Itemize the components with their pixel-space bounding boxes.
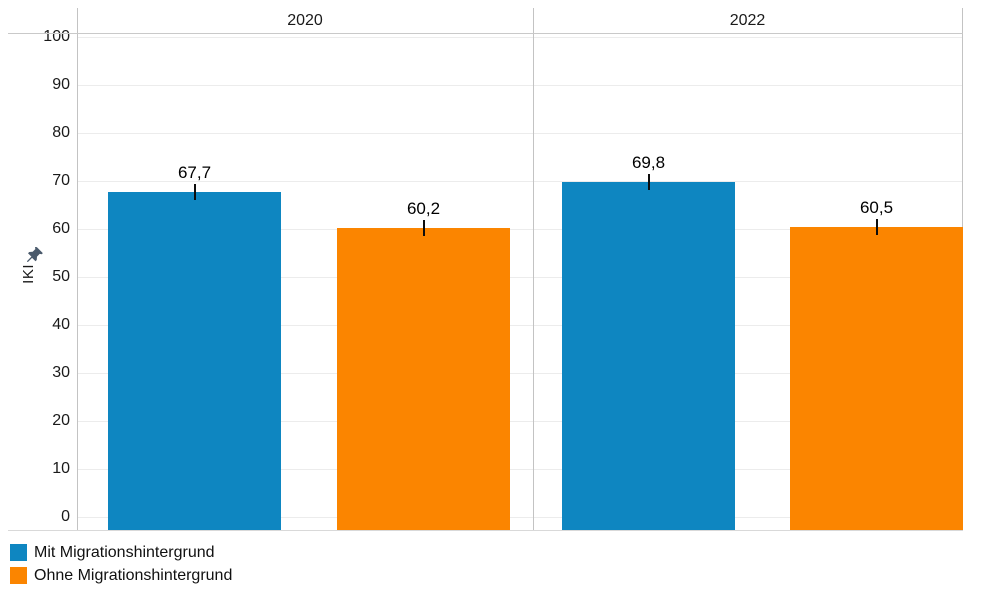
gridline-y0 bbox=[77, 517, 962, 518]
y-tick-label: 30 bbox=[52, 364, 70, 381]
gridline-y30 bbox=[77, 373, 962, 374]
legend-label: Mit Migrationshintergrund bbox=[34, 544, 215, 561]
y-tick-label: 10 bbox=[52, 460, 70, 477]
panel-border-vertical bbox=[533, 8, 534, 530]
gridline-y100 bbox=[77, 37, 962, 38]
legend-item-ohne-migrationshintergrund[interactable]: Ohne Migrationshintergrund bbox=[10, 564, 232, 587]
bar-2020-mit-migrationshintergrund bbox=[108, 192, 281, 530]
gridline-y40 bbox=[77, 325, 962, 326]
y-tick-label: 50 bbox=[52, 268, 70, 285]
error-bar bbox=[647, 173, 650, 190]
error-bar bbox=[193, 184, 196, 201]
y-tick-label: 0 bbox=[61, 508, 70, 525]
pushpin-icon[interactable] bbox=[25, 245, 45, 265]
y-tick-label: 40 bbox=[52, 316, 70, 333]
facet-header-2020: 2020 bbox=[287, 12, 323, 29]
bar-2022-mit-migrationshintergrund bbox=[562, 181, 735, 530]
legend-item-mit-migrationshintergrund[interactable]: Mit Migrationshintergrund bbox=[10, 541, 232, 564]
legend-swatch bbox=[10, 567, 27, 584]
legend-swatch bbox=[10, 544, 27, 561]
gridline-y70 bbox=[77, 181, 962, 182]
legend-label: Ohne Migrationshintergrund bbox=[34, 567, 233, 584]
bar-value-label: 60,5 bbox=[859, 197, 894, 217]
error-bar bbox=[875, 218, 878, 235]
plot-bottom-border bbox=[8, 530, 963, 531]
gridline-y90 bbox=[77, 85, 962, 86]
header-separator-line bbox=[8, 33, 963, 34]
y-tick-label: 20 bbox=[52, 412, 70, 429]
bar-value-label: 60,2 bbox=[406, 199, 441, 219]
gridline-y10 bbox=[77, 469, 962, 470]
gridline-y80 bbox=[77, 133, 962, 134]
panel-border-vertical bbox=[77, 8, 78, 530]
bar-value-label: 67,7 bbox=[177, 163, 212, 183]
y-tick-label: 100 bbox=[43, 28, 70, 45]
bar-value-label: 69,8 bbox=[631, 152, 666, 172]
gridline-y50 bbox=[77, 277, 962, 278]
legend: Mit Migrationshintergrund Ohne Migrations… bbox=[10, 541, 232, 587]
bar-2020-ohne-migrationshintergrund bbox=[337, 228, 510, 530]
y-tick-label: 80 bbox=[52, 124, 70, 141]
gridline-y20 bbox=[77, 421, 962, 422]
facet-header-2022: 2022 bbox=[729, 12, 766, 29]
y-tick-label: 60 bbox=[52, 220, 70, 237]
gridline-y60 bbox=[77, 229, 962, 230]
y-tick-label: 90 bbox=[52, 76, 70, 93]
bar-2022-ohne-migrationshintergrund bbox=[790, 226, 963, 530]
error-bar bbox=[422, 220, 425, 237]
y-tick-label: 70 bbox=[52, 172, 70, 189]
